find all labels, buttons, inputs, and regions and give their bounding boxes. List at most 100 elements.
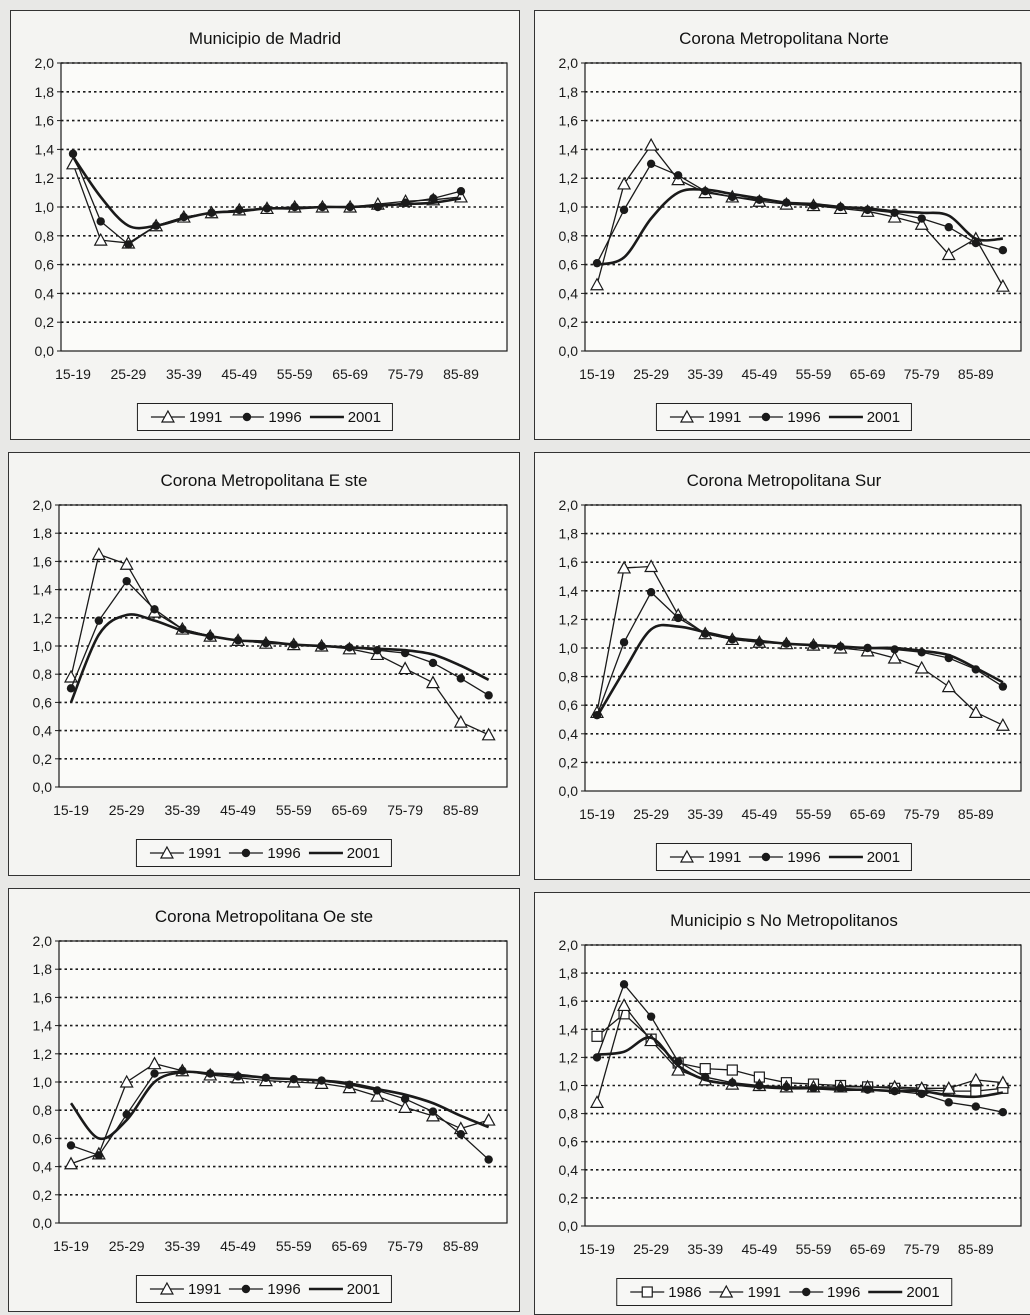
y-tick-label: 1,4 — [559, 1021, 579, 1037]
legend-item-2001: 2001 — [827, 849, 900, 866]
legend-item-2001: 2001 — [307, 845, 380, 862]
series-2001 — [69, 613, 490, 703]
y-tick-label: 1,6 — [559, 113, 579, 129]
legend-item-1996: 1996 — [747, 409, 821, 426]
x-tick-label: 35-39 — [687, 1241, 723, 1257]
legend-swatch-2001 — [828, 415, 863, 419]
legend-label: 1996 — [268, 408, 302, 426]
x-tick-label: 85-89 — [443, 366, 479, 382]
x-tick-label: 25-29 — [109, 1238, 145, 1254]
legend-label: 1991 — [187, 1280, 222, 1298]
legend-label: 2001 — [866, 408, 901, 426]
legend-label: 2001 — [866, 848, 901, 866]
y-tick-label: 1,6 — [33, 553, 53, 569]
point-1991-1 — [93, 232, 108, 246]
y-tick-label: 1,2 — [33, 1046, 53, 1062]
point-1991-0 — [589, 277, 605, 291]
legend-marker-1986 — [641, 1286, 653, 1298]
point-1996-14 — [456, 674, 466, 683]
y-tick-label: 0,2 — [559, 754, 579, 770]
point-1996-13 — [944, 1098, 953, 1107]
chart-svg: 0,0 0,2 0,4 0,6 0,8 1,0 1,2 1,4 1,6 1,8 2,0 15-19 25… — [559, 497, 1022, 822]
chart-svg: 0,0 0,2 0,4 0,6 0,8 1,0 1,2 1,4 1,6 1,8 2,0 15-19 25… — [35, 55, 508, 382]
point-1996-14 — [456, 186, 466, 196]
y-tick-label: 0,4 — [559, 1162, 579, 1178]
y-tick-label: 1,8 — [33, 525, 53, 541]
x-tick-label: 35-39 — [166, 366, 202, 382]
x-tick-label: 35-39 — [164, 1238, 200, 1254]
legend-swatch-1991 — [669, 849, 704, 863]
y-tick-label: 1,6 — [559, 554, 579, 570]
y-tick-label: 0,0 — [559, 783, 579, 799]
point-1991-13 — [941, 1081, 956, 1094]
x-tick-label: 15-19 — [579, 1241, 615, 1257]
chart-svg: 0,0 0,2 0,4 0,6 0,8 1,0 1,2 1,4 1,6 1,8 2,0 15-19 25… — [33, 497, 508, 818]
legend-item-1996: 1996 — [228, 408, 302, 426]
point-1991-2 — [119, 1074, 134, 1088]
chart-title: Corona Metropolitana E ste — [160, 471, 368, 490]
point-1991-12 — [398, 661, 413, 675]
x-tick-label: 25-29 — [633, 1241, 669, 1257]
point-1991-0 — [63, 1156, 79, 1170]
x-tick-label: 55-59 — [796, 1241, 832, 1257]
legend-swatch-2001 — [308, 851, 343, 855]
chart-title: Corona Metropolitana Sur — [686, 471, 882, 490]
point-1996-2 — [646, 1012, 656, 1021]
chart-title: Corona Metropolitana Norte — [679, 29, 889, 48]
x-tick-label: 55-59 — [276, 802, 312, 818]
series-line-1991 — [70, 1063, 489, 1165]
point-1996-1 — [619, 980, 629, 989]
y-tick-label: 1,2 — [559, 170, 579, 186]
y-tick-label: 0,2 — [559, 314, 579, 330]
x-tick-label: 85-89 — [443, 802, 479, 818]
x-tick-label: 85-89 — [443, 1238, 479, 1254]
y-tick-label: 0,4 — [33, 723, 53, 739]
legend-item-2001: 2001 — [307, 1281, 380, 1298]
point-1991-15 — [995, 1075, 1010, 1089]
legend-label: 1996 — [267, 1280, 301, 1298]
x-tick-label: 25-29 — [633, 366, 669, 382]
chart-title: Municipio s No Metropolitanos — [670, 911, 898, 930]
x-tick-label: 45-49 — [741, 366, 777, 382]
legend-item-2001: 2001 — [827, 409, 900, 426]
series-line-2001 — [71, 155, 462, 230]
x-tick-label: 55-59 — [277, 366, 313, 382]
y-tick-label: 0,4 — [559, 285, 579, 301]
y-tick-label: 1,4 — [35, 141, 55, 157]
y-tick-label: 1,8 — [559, 965, 579, 981]
point-1991-15 — [995, 278, 1010, 292]
y-tick-label: 0,0 — [33, 779, 53, 795]
point-1991-15 — [995, 717, 1010, 731]
point-1996-0 — [68, 149, 78, 158]
legend-label: 2001 — [347, 408, 382, 426]
legend-label: 1991 — [187, 844, 222, 862]
legend-swatch-1996 — [229, 1284, 264, 1294]
series-line-1991 — [596, 1004, 1003, 1103]
legend-marker-1996 — [762, 412, 771, 422]
point-1996-12 — [400, 1094, 410, 1104]
point-1996-2 — [124, 240, 133, 249]
point-1996-1 — [619, 638, 629, 647]
y-tick-label: 1,2 — [35, 170, 55, 186]
point-1996-0 — [66, 684, 76, 693]
point-1996-1 — [96, 217, 105, 226]
x-tick-label: 45-49 — [741, 1241, 777, 1257]
y-tick-label: 0,6 — [33, 694, 53, 710]
x-tick-label: 15-19 — [579, 806, 615, 822]
y-tick-label: 0,0 — [559, 343, 579, 359]
x-tick-label: 75-79 — [387, 802, 423, 818]
point-1996-14 — [971, 238, 981, 248]
y-tick-label: 1,2 — [559, 1049, 579, 1065]
y-tick-label: 1,4 — [559, 583, 579, 599]
y-tick-label: 1,2 — [33, 610, 53, 626]
x-tick-label: 45-49 — [220, 802, 256, 818]
x-tick-label: 65-69 — [332, 366, 368, 382]
legend-item-1991: 1991 — [668, 409, 741, 426]
point-1996-15 — [998, 246, 1008, 255]
point-1991-15 — [481, 727, 496, 741]
y-tick-label: 1,4 — [33, 582, 53, 598]
legend-label: 1991 — [747, 1283, 781, 1301]
legend-swatch-1996 — [229, 848, 264, 858]
chart-panel-6: Municipio s No Metropolitanos 0,0 0,2 0,4 0,… — [534, 892, 1030, 1315]
point-1996-1 — [94, 1151, 104, 1160]
